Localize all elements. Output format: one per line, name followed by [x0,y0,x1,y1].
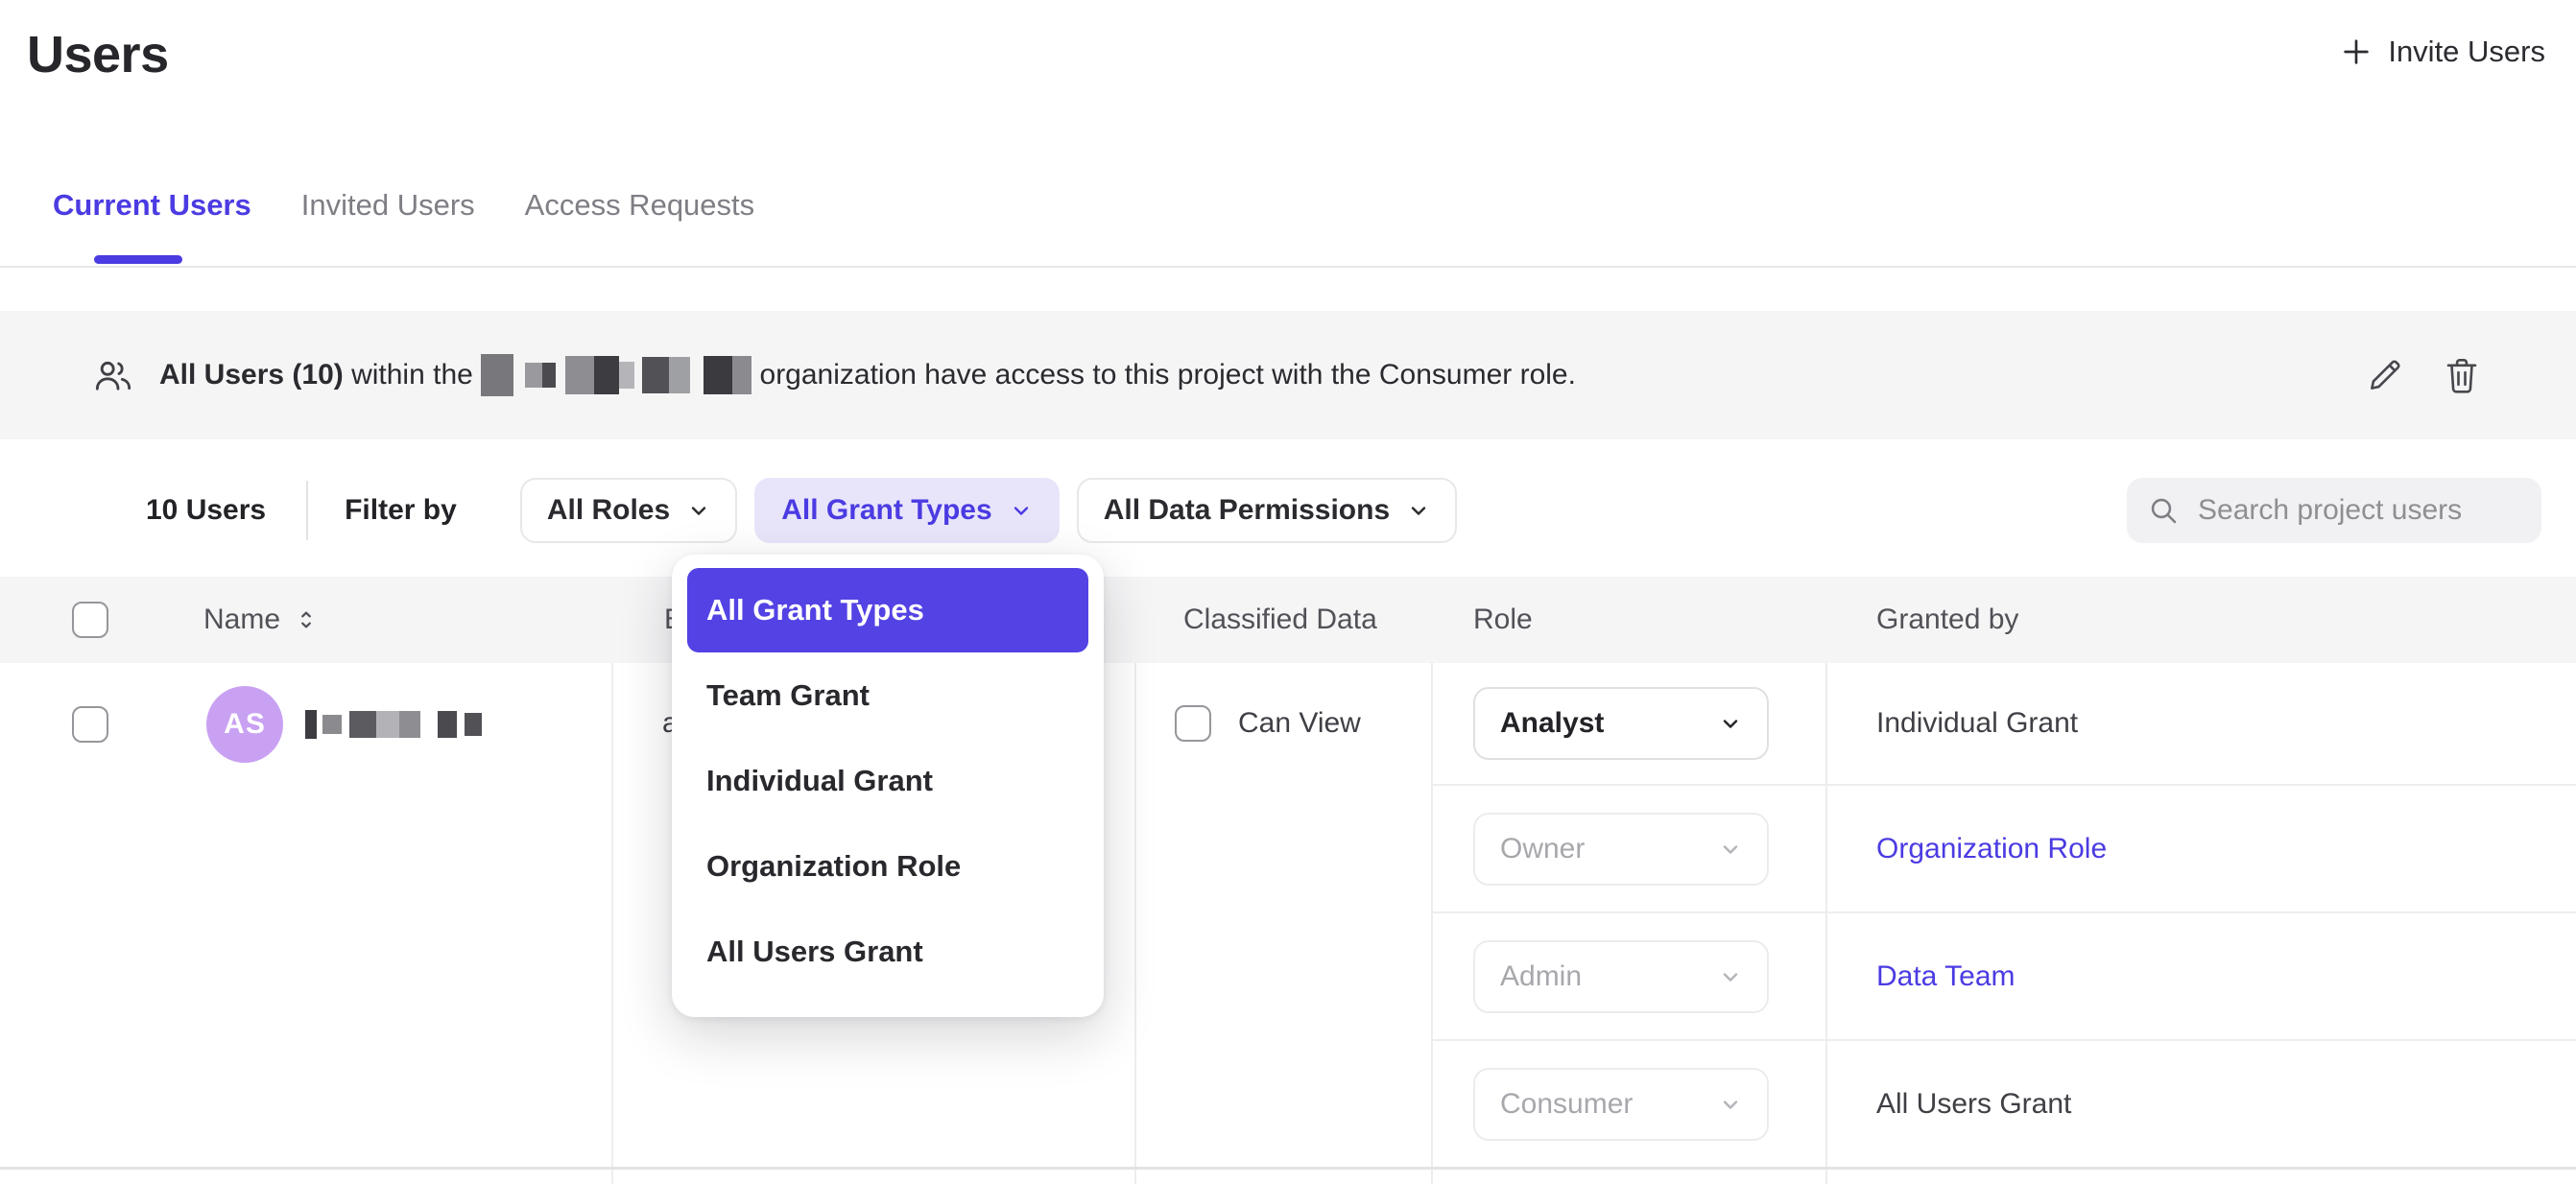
grant-row: Admin Data Team [1432,912,2576,1039]
chevron-down-icon [1723,720,1738,728]
select-all-cell [72,577,108,663]
grant-types-filter[interactable]: All Grant Types [754,478,1060,543]
user-count-label: 10 Users [146,494,267,526]
column-header-classified-data[interactable]: Classified Data [1183,577,1377,663]
chevron-down-icon [1411,507,1426,515]
invite-users-label: Invite Users [2388,35,2545,68]
page-title: Users [27,26,169,83]
delete-grant-button[interactable] [2440,353,2484,397]
role-select-owner[interactable]: Owner [1473,812,1769,886]
all-users-banner: All Users (10) within the organization h… [0,311,2576,439]
banner-emphasis: All Users (10) [159,359,344,391]
role-value: Analyst [1500,707,1605,739]
banner-prefix: within the [343,359,482,391]
name-header-label: Name [203,604,281,635]
redacted-user-name [305,709,482,740]
search-input[interactable] [2198,494,2520,527]
grant-row: Analyst Individual Grant [1432,663,2576,784]
pencil-icon [2371,360,2400,390]
plus-icon [2344,39,2370,64]
select-all-checkbox[interactable] [72,602,108,638]
tab-access-requests[interactable]: Access Requests [524,188,755,222]
chevron-down-icon [691,507,706,515]
grant-types-menu: All Grant Types Team Grant Individual Gr… [672,555,1104,1017]
menu-item-team-grant[interactable]: Team Grant [672,652,1104,738]
chevron-down-icon [1723,844,1738,854]
tab-invited-users[interactable]: Invited Users [300,188,475,222]
tab-current-users[interactable]: Current Users [53,188,251,222]
can-view-checkbox[interactable] [1175,705,1211,742]
classified-data-cell: Can View [1175,663,1361,784]
banner-suffix: organization have access to this project… [751,359,1576,391]
table-header: Name E Classified Data Role Granted by [0,577,2576,663]
granted-by-link[interactable]: Organization Role [1876,832,2108,864]
granted-by-value: Individual Grant [1876,707,2079,739]
granted-by-header-label: Granted by [1876,604,2019,635]
role-select-admin[interactable]: Admin [1473,939,1769,1013]
classified-header-label: Classified Data [1183,604,1377,635]
sort-icon[interactable] [294,607,319,632]
table-body: AS a Can View Analyst Individual Grant O… [0,663,2576,1184]
data-permissions-filter[interactable]: All Data Permissions [1076,478,1458,543]
column-header-role[interactable]: Role [1473,577,1533,663]
menu-item-label: Team Grant [706,677,870,712]
role-value: Admin [1500,959,1583,992]
vertical-divider [306,481,309,540]
column-header-granted-by[interactable]: Granted by [1876,577,2018,663]
menu-item-all-grant-types[interactable]: All Grant Types [687,568,1088,652]
all-roles-label: All Roles [546,494,671,526]
tabs-bottom-border [0,266,2576,268]
chevron-down-icon [1014,507,1028,515]
can-view-label: Can View [1238,707,1361,739]
granted-by-link[interactable]: Data Team [1876,959,2015,992]
role-value: Consumer [1500,1087,1634,1120]
tab-bar: Current Users Invited Users Access Reque… [53,188,754,223]
avatar-initials: AS [224,708,266,740]
grant-types-label: All Grant Types [781,494,992,526]
menu-item-label: Individual Grant [706,763,933,797]
role-value: Owner [1500,832,1586,864]
grant-row: Consumer All Users Grant [1432,1039,2576,1167]
column-divider [1825,663,1827,1184]
menu-item-label: All Grant Types [706,593,924,627]
avatar: AS [206,686,283,763]
role-select-consumer[interactable]: Consumer [1473,1067,1769,1141]
column-divider [1134,663,1136,1184]
active-tab-indicator [94,255,182,264]
role-header-label: Role [1473,604,1533,635]
row-checkbox[interactable] [72,706,108,743]
redacted-organization-name [481,354,752,396]
filter-bar: 10 Users Filter by All Roles All Grant T… [0,478,2576,543]
chevron-down-icon [1723,972,1738,982]
grant-row: Owner Organization Role [1432,784,2576,912]
column-divider [611,663,613,1184]
menu-item-label: Organization Role [706,848,962,883]
column-divider [1431,663,1433,1184]
column-header-name[interactable]: Name [203,577,319,663]
row-divider [0,1167,2576,1170]
search-icon [2151,498,2177,524]
banner-actions [2363,353,2484,397]
grants-list: Analyst Individual Grant Owner Organizat… [1432,663,2576,1167]
menu-item-label: All Users Grant [706,934,923,968]
edit-grant-button[interactable] [2363,353,2407,397]
all-roles-filter[interactable]: All Roles [519,478,738,543]
menu-item-individual-grant[interactable]: Individual Grant [672,738,1104,823]
menu-item-organization-role[interactable]: Organization Role [672,823,1104,909]
menu-item-all-users-grant[interactable]: All Users Grant [672,909,1104,994]
filter-by-label: Filter by [345,494,457,526]
trash-icon [2446,358,2477,393]
chevron-down-icon [1723,1100,1738,1109]
users-group-icon [95,361,131,391]
banner-text: All Users (10) within the organization h… [159,354,1576,396]
search-container [2127,478,2541,543]
invite-users-button[interactable]: Invite Users [2340,35,2545,69]
data-permissions-label: All Data Permissions [1103,494,1391,526]
granted-by-value: All Users Grant [1876,1087,2072,1120]
role-select-analyst[interactable]: Analyst [1473,687,1769,760]
